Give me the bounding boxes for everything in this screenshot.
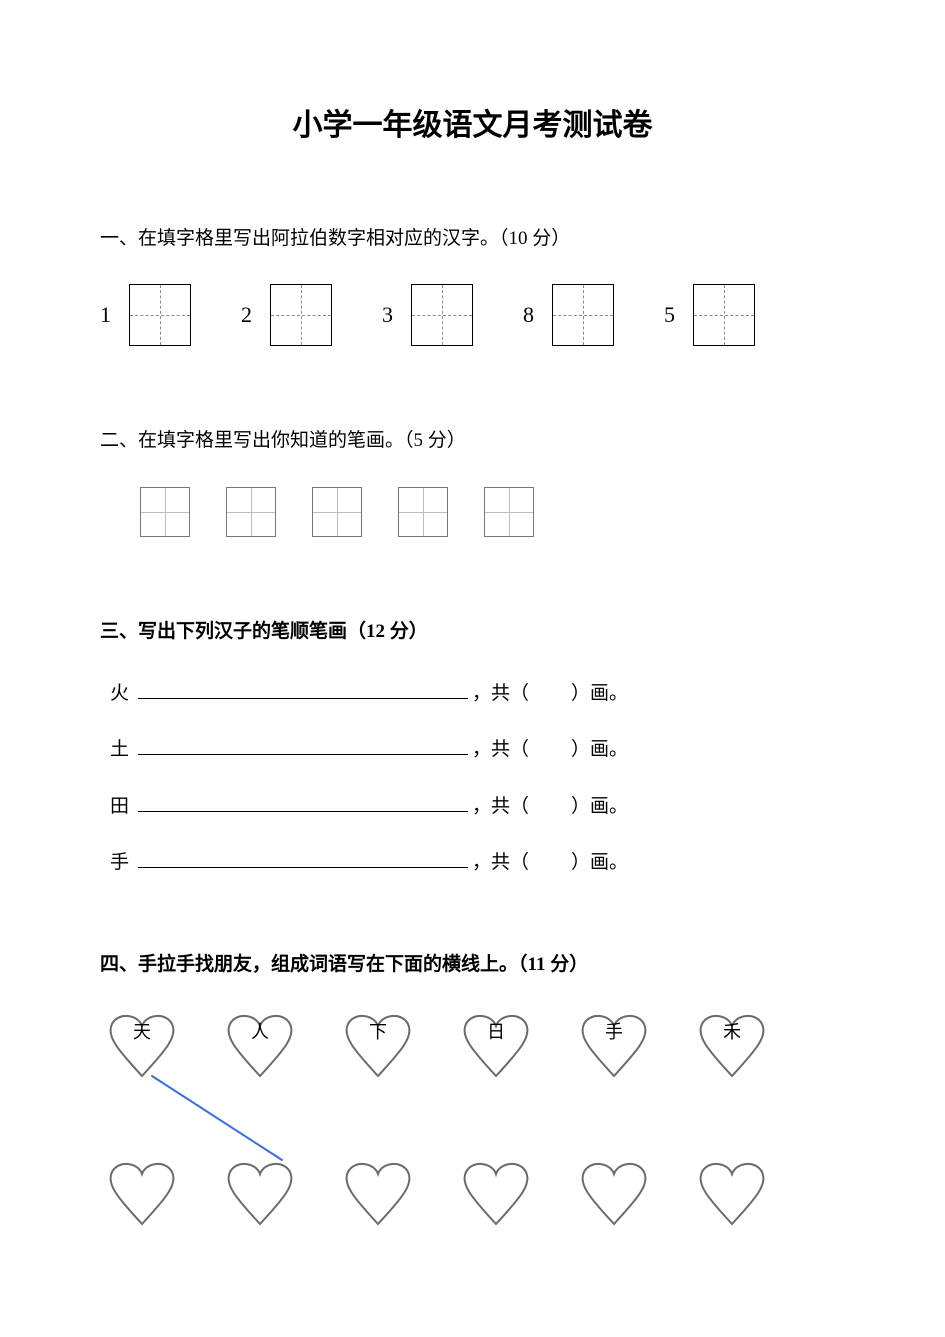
tian-box[interactable]	[552, 284, 614, 346]
underline-blank[interactable]	[138, 678, 468, 699]
stroke-char: 火	[110, 677, 138, 711]
underline-blank[interactable]	[138, 791, 468, 812]
section2-row	[100, 487, 845, 537]
tian-box-small[interactable]	[398, 487, 448, 537]
tail-prefix: ，共（	[472, 739, 529, 760]
stroke-tail: ，共（ ）画。	[472, 846, 628, 880]
underline-blank[interactable]	[138, 734, 468, 755]
tian-box-small[interactable]	[140, 487, 190, 537]
tail-suffix: ）画。	[571, 739, 628, 760]
stroke-tail: ，共（ ）画。	[472, 677, 628, 711]
section4-heading: 四、手拉手找朋友，组成词语写在下面的横线上。（11 分）	[100, 950, 845, 980]
section1-heading: 一、在填字格里写出阿拉伯数字相对应的汉字。（10 分）	[100, 224, 845, 254]
stroke-char: 手	[110, 846, 138, 880]
tian-box[interactable]	[693, 284, 755, 346]
number-label: 3	[382, 302, 393, 328]
hearts-area: 天 人 下 日 手 禾	[100, 1010, 840, 1240]
tail-prefix: ，共（	[472, 796, 529, 817]
section3-heading: 三、写出下列汉子的笔顺笔画（12 分）	[100, 617, 845, 647]
tian-box-small[interactable]	[312, 487, 362, 537]
underline-blank[interactable]	[138, 847, 468, 868]
tian-box[interactable]	[411, 284, 473, 346]
stroke-tail: ，共（ ）画。	[472, 733, 628, 767]
tail-prefix: ，共（	[472, 852, 529, 873]
tian-box[interactable]	[270, 284, 332, 346]
number-label: 1	[100, 302, 111, 328]
tian-box-small[interactable]	[484, 487, 534, 537]
tian-box[interactable]	[129, 284, 191, 346]
tail-prefix: ，共（	[472, 683, 529, 704]
stroke-tail: ，共（ ）画。	[472, 790, 628, 824]
tail-suffix: ）画。	[571, 852, 628, 873]
section1-row: 1 2 3 8 5	[100, 284, 845, 346]
stroke-line: 手 ，共（ ）画。	[110, 846, 845, 880]
stroke-line: 火 ，共（ ）画。	[110, 677, 845, 711]
number-label: 8	[523, 302, 534, 328]
stroke-char: 田	[110, 790, 138, 824]
tail-suffix: ）画。	[571, 683, 628, 704]
number-label: 5	[664, 302, 675, 328]
number-label: 2	[241, 302, 252, 328]
section2-heading: 二、在填字格里写出你知道的笔画。（5 分）	[100, 426, 845, 456]
page: 小学一年级语文月考测试卷 一、在填字格里写出阿拉伯数字相对应的汉字。（10 分）…	[0, 0, 945, 1300]
tail-suffix: ）画。	[571, 796, 628, 817]
section3-body: 火 ，共（ ）画。 土 ，共（ ）画。 田 ，共（ ）画。 手 ，共（ ）画。	[100, 677, 845, 880]
stroke-line: 土 ，共（ ）画。	[110, 733, 845, 767]
stroke-line: 田 ，共（ ）画。	[110, 790, 845, 824]
tian-box-small[interactable]	[226, 487, 276, 537]
connector-line	[100, 1010, 840, 1240]
stroke-char: 土	[110, 733, 138, 767]
page-title: 小学一年级语文月考测试卷	[100, 100, 845, 144]
